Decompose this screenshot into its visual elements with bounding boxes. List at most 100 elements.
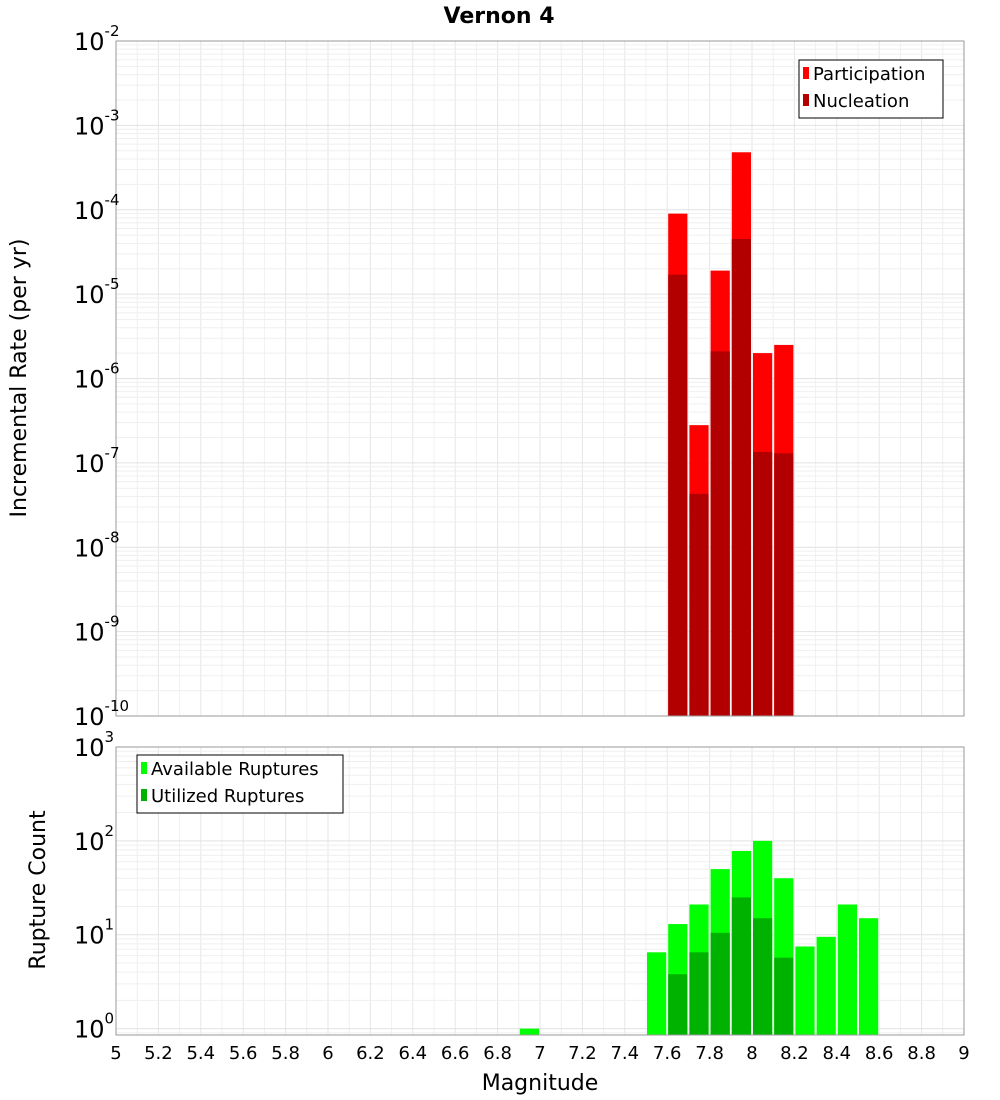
y-tick-exponent: -3 <box>105 106 120 124</box>
legend: Participation Nucleation <box>798 59 944 119</box>
y-tick-label: 103 <box>74 728 114 762</box>
x-tick-label: 7.6 <box>653 1043 682 1064</box>
bottom-y-axis-title: Rupture Count <box>26 810 51 970</box>
y-tick-exponent: -5 <box>105 275 120 293</box>
legend-swatch <box>803 94 809 106</box>
x-tick-label: 8.8 <box>907 1043 936 1064</box>
legend-swatch <box>141 762 147 774</box>
y-tick-label: 10-4 <box>74 191 120 225</box>
bar <box>753 451 773 716</box>
y-tick-exponent: 3 <box>105 728 115 746</box>
bar <box>816 936 836 1035</box>
x-tick-label: 7 <box>534 1043 545 1064</box>
series-utilized-ruptures <box>668 897 794 1035</box>
x-tick-label: 8.4 <box>822 1043 851 1064</box>
y-tick-label: 10-7 <box>74 444 120 478</box>
x-tick-label: 6.6 <box>441 1043 470 1064</box>
bar <box>668 274 688 716</box>
y-tick-base: 10 <box>74 828 105 856</box>
legend-label: Participation <box>813 64 925 85</box>
y-tick-base: 10 <box>74 366 105 394</box>
bar <box>859 918 879 1035</box>
bar <box>689 952 709 1035</box>
x-tick-label: 7.8 <box>695 1043 724 1064</box>
y-tick-label: 10-2 <box>74 22 120 56</box>
plot-frame <box>115 40 965 717</box>
y-tick-base: 10 <box>74 734 105 762</box>
x-tick-label: 9 <box>958 1043 969 1064</box>
bar <box>753 918 773 1035</box>
y-tick-base: 10 <box>74 28 105 56</box>
bar <box>689 493 709 716</box>
x-axis-title: Magnitude <box>482 1071 599 1096</box>
y-tick-label: 102 <box>74 822 114 856</box>
x-tick-label: 6.2 <box>356 1043 385 1064</box>
legend-label: Available Ruptures <box>151 759 319 780</box>
y-tick-exponent: -6 <box>105 360 120 378</box>
chart-title: Vernon 4 <box>444 4 555 29</box>
x-tick-label: 5.4 <box>186 1043 215 1064</box>
y-tick-base: 10 <box>74 619 105 647</box>
bar <box>710 351 730 716</box>
y-tick-label: 101 <box>74 916 114 950</box>
legend-label: Nucleation <box>813 91 909 112</box>
bar <box>795 946 815 1035</box>
x-tick-label: 6.8 <box>483 1043 512 1064</box>
y-tick-label: 10-9 <box>74 613 120 647</box>
plot-frame <box>115 746 965 1036</box>
x-tick-labels: 5 5.2 5.4 5.6 5.8 6 6.2 6.4 6.6 6.8 7 7.2 7.4 7.6 7.8 8… <box>110 1043 969 1064</box>
x-tick-label: 5.2 <box>144 1043 173 1064</box>
gridlines <box>115 41 965 717</box>
legend-box <box>136 754 344 814</box>
bar <box>774 453 794 716</box>
bar <box>668 974 688 1035</box>
bar <box>710 932 730 1035</box>
y-tick-exponent: 1 <box>105 916 115 934</box>
bar <box>731 239 751 716</box>
series-nucleation <box>668 239 794 716</box>
bar <box>647 952 667 1035</box>
y-tick-base: 10 <box>74 1016 105 1044</box>
legend: Available Ruptures Utilized Ruptures <box>136 754 344 814</box>
bar <box>731 897 751 1035</box>
y-tick-exponent: -2 <box>105 22 120 40</box>
x-tick-label: 5.8 <box>271 1043 300 1064</box>
x-tick-label: 6 <box>322 1043 333 1064</box>
y-tick-base: 10 <box>74 450 105 478</box>
legend-label: Utilized Ruptures <box>151 786 304 807</box>
y-tick-label: 10-10 <box>74 697 129 731</box>
y-tick-exponent: -7 <box>105 444 120 462</box>
y-tick-base: 10 <box>74 922 105 950</box>
y-tick-label: 100 <box>74 1010 114 1044</box>
y-tick-base: 10 <box>74 281 105 309</box>
y-tick-exponent: -8 <box>105 528 120 546</box>
bar <box>774 957 794 1035</box>
x-tick-label: 8.6 <box>865 1043 894 1064</box>
panel-rates: 10-210-310-410-510-610-710-810-910-10Par… <box>74 22 965 731</box>
y-tick-label: 10-5 <box>74 275 120 309</box>
x-tick-label: 8.2 <box>780 1043 809 1064</box>
y-tick-base: 10 <box>74 534 105 562</box>
y-tick-label: 10-8 <box>74 528 120 562</box>
x-tick-label: 6.4 <box>398 1043 427 1064</box>
legend-swatch <box>141 789 147 801</box>
legend-swatch <box>803 67 809 79</box>
x-tick-label: 8 <box>746 1043 757 1064</box>
x-tick-label: 7.2 <box>568 1043 597 1064</box>
x-tick-label: 7.4 <box>610 1043 639 1064</box>
y-tick-base: 10 <box>74 112 105 140</box>
x-tick-label: 5 <box>110 1043 121 1064</box>
y-tick-base: 10 <box>74 703 105 731</box>
legend-box <box>798 59 944 119</box>
bar <box>837 904 857 1035</box>
y-tick-exponent: -4 <box>105 191 120 209</box>
y-tick-label: 10-3 <box>74 106 120 140</box>
y-tick-base: 10 <box>74 197 105 225</box>
y-tick-exponent: -10 <box>105 697 130 715</box>
top-y-axis-title: Incremental Rate (per yr) <box>7 239 32 518</box>
bar <box>519 1028 539 1035</box>
x-tick-label: 5.6 <box>229 1043 258 1064</box>
